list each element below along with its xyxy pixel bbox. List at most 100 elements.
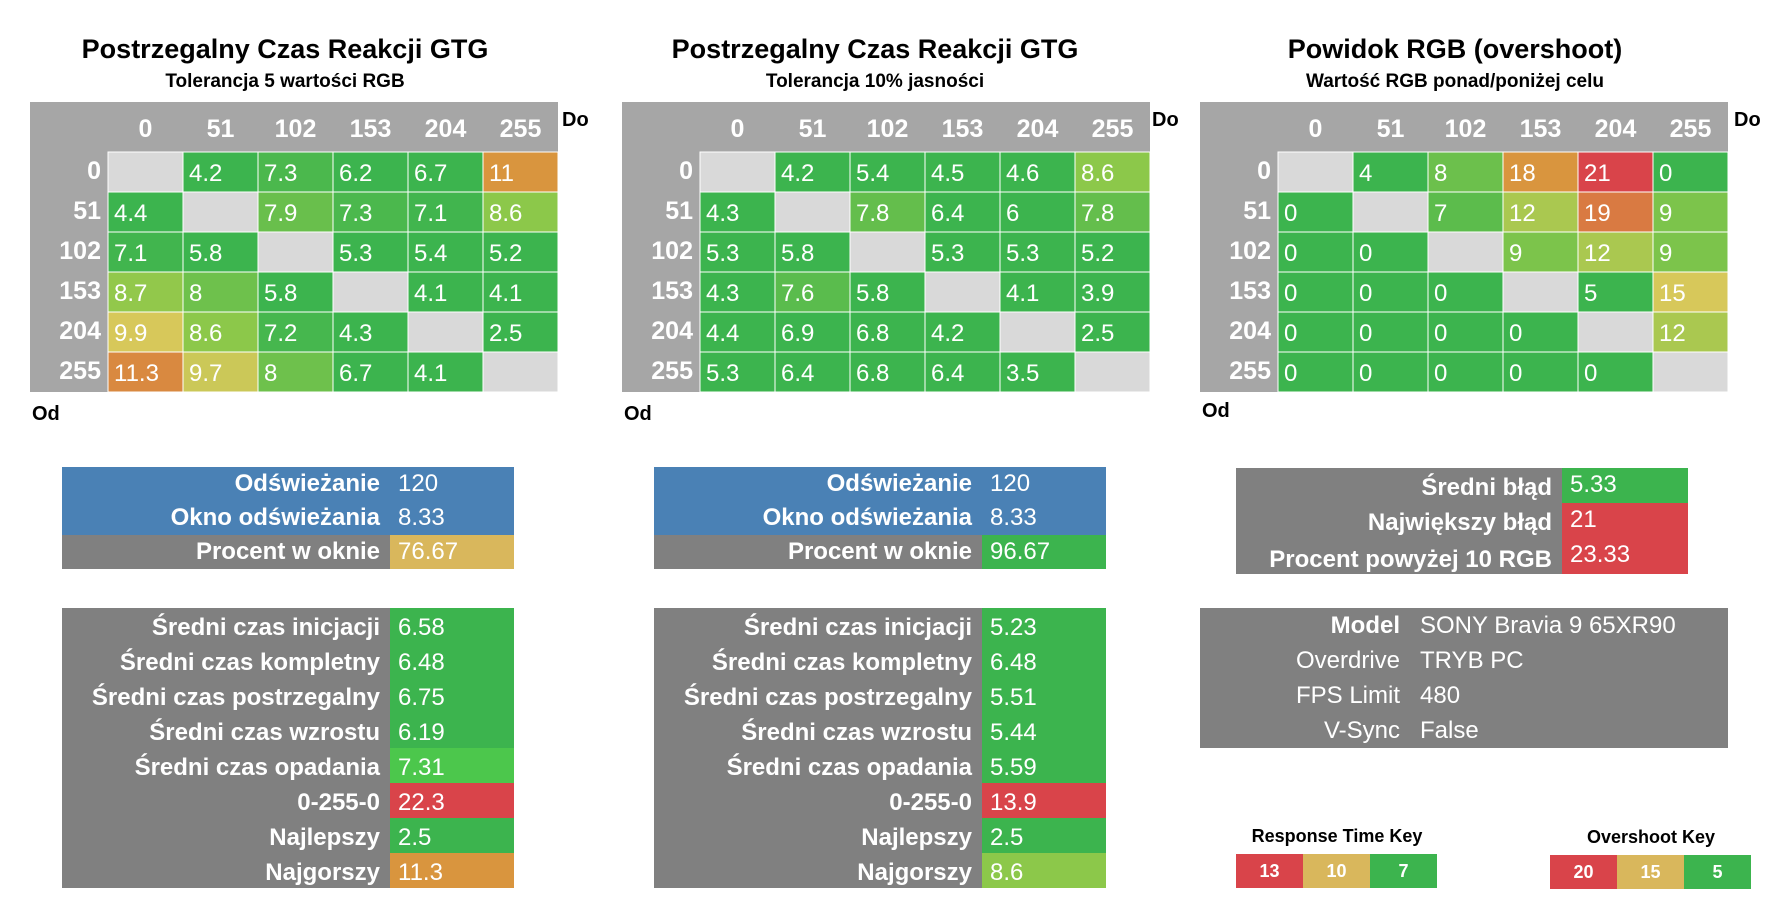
percent-over-10-label: Procent powyżej 10 RGB [1269,546,1552,573]
stat-row: 0-255-0 22.3 [62,783,514,818]
stat-value: 5.23 [982,608,1106,643]
stat-label: Najgorszy [265,859,380,886]
stat-label: Średni czas kompletny [711,649,972,676]
heatmap-cell [849,351,926,393]
heatmap-cell-value: 5.2 [489,240,522,267]
heatmap-cell [1502,151,1579,193]
stat-row: Najlepszy 2.5 [654,818,1106,853]
stat-row: Średni czas opadania 7.31 [62,748,514,783]
heatmap-cell [107,351,184,393]
heatmap-cell-value: 0 [1509,320,1522,347]
heatmap-cell-value: 5.8 [856,280,889,307]
heatmap-cell-value: 3.9 [1081,280,1114,307]
heatmap-cell-value: 7.3 [339,200,372,227]
stat-value: 8.6 [982,853,1106,888]
column-header-label: 102 [1445,115,1487,143]
stat-label: 0-255-0 [889,789,972,816]
heatmap-cell [1427,311,1504,353]
response-time-key: 13 10 7 [1236,854,1437,888]
refresh-window-label: Okno odświeżania [762,504,972,531]
column-header-label: 153 [1520,115,1562,143]
stat-row: Najgorszy 11.3 [62,853,514,888]
row-header-label: 255 [59,357,101,385]
avg-error-value: 5.33 [1562,468,1688,503]
overdrive-value: TRYB PC [1420,647,1524,674]
chart3-subtitle: Wartość RGB ponad/poniżej celu [1305,71,1605,92]
stat-row: Średni czas postrzegalny 5.51 [654,678,1106,713]
heatmap-cell-value: 6.4 [781,360,814,387]
row-header-label: 102 [59,237,101,265]
key-cell: 15 [1617,855,1684,889]
heatmap-cell [482,271,559,313]
heatmap-cell-value: 0 [1284,320,1297,347]
heatmap-cell-value: 7.1 [414,200,447,227]
row-header-label: 204 [59,317,101,345]
heatmap-cell [1074,351,1151,393]
heatmap-cell [257,351,334,393]
heatmap-cell [999,311,1076,353]
heatmap-cell [1352,351,1429,393]
heatmap-cell-value: 0 [1509,360,1522,387]
key-cell: 20 [1550,855,1617,889]
heatmap-cell-value: 12 [1584,240,1611,267]
heatmap-cell-value: 9 [1659,240,1672,267]
heatmap-cell-value: 6.7 [414,160,447,187]
stat-value: 6.58 [390,608,514,643]
percent-in-window-label: Procent w oknie [195,538,380,565]
heatmap-cell [1502,191,1579,233]
heatmap-cell [1502,271,1579,313]
stat-row: Najgorszy 8.6 [654,853,1106,888]
stat-label: Średni czas postrzegalny [91,684,380,711]
chart1-to-label: Do [562,109,589,131]
model-label: Model [1330,612,1400,639]
heatmap-cell [482,311,559,353]
heatmap-cell-value: 5.4 [414,240,447,267]
refresh-window-row: Okno odświeżania 8.33 [62,501,514,535]
heatmap-cell-value: 7.9 [264,200,297,227]
heatmap-cell-value: 0 [1284,200,1297,227]
heatmap-cell-value: 8.6 [1081,160,1114,187]
heatmap-cell [407,311,484,353]
stat-row: Średni czas kompletny 6.48 [62,643,514,678]
stat-value: 2.5 [982,818,1106,853]
heatmap-cell [774,311,851,353]
heatmap-cell-value: 0 [1359,320,1372,347]
fps-limit-row: FPS Limit 480 [1200,678,1728,713]
heatmap-cell [699,271,776,313]
stat-value: 5.59 [982,748,1106,783]
refresh-row: Odświeżanie 120 [62,467,514,501]
row-header-label: 0 [679,157,693,185]
heatmap-cell-value: 8.7 [114,280,147,307]
heatmap-cell [1577,191,1654,233]
row-header-band [30,102,108,392]
heatmap-cell [332,231,409,273]
heatmap-cell [1577,151,1654,193]
stat-label: Najgorszy [857,859,972,886]
stat-row: 0-255-0 13.9 [654,783,1106,818]
heatmap-cell-value: 5.4 [856,160,889,187]
key-cell: 10 [1303,854,1370,888]
refresh-window-label: Okno odświeżania [170,504,380,531]
heatmap-cell [1074,151,1151,193]
heatmap-cell [849,311,926,353]
heatmap-cell-value: 4.5 [931,160,964,187]
column-header-label: 51 [207,115,235,143]
stat-label: Średni czas kompletny [119,649,380,676]
heatmap-cell-value: 4.3 [706,200,739,227]
heatmap-cell-value: 4.2 [189,160,222,187]
stat-label: Najlepszy [861,824,972,851]
heatmap-cell-value: 0 [1359,240,1372,267]
overshoot-key-title: Overshoot Key [1586,827,1716,847]
refresh-label: Odświeżanie [234,470,380,497]
heatmap-cell-value: 7 [1434,200,1447,227]
refresh-value: 120 [990,470,1031,497]
stat-label: Średni czas opadania [134,754,380,781]
percent-in-window-row: Procent w oknie 76.67 [62,535,514,569]
heatmap-cell-value: 0 [1659,160,1672,187]
stat-label: Średni czas inicjacji [151,614,380,641]
column-header-label: 255 [1670,115,1712,143]
heatmap-cell [257,231,334,273]
heatmap-cell-value: 2.5 [1081,320,1114,347]
chart2-to-label: Do [1152,109,1179,131]
heatmap-cell-value: 6.2 [339,160,372,187]
